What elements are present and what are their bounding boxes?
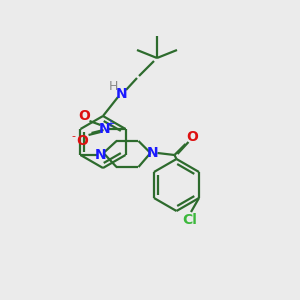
Text: O: O bbox=[76, 134, 88, 148]
Text: N: N bbox=[147, 146, 158, 160]
Text: H: H bbox=[108, 80, 118, 94]
Text: +: + bbox=[106, 119, 115, 129]
Text: O: O bbox=[187, 130, 198, 144]
Text: O: O bbox=[79, 109, 91, 123]
Text: Cl: Cl bbox=[183, 213, 197, 227]
Text: N: N bbox=[116, 87, 128, 101]
Text: N: N bbox=[99, 122, 110, 136]
Text: -: - bbox=[71, 131, 76, 141]
Text: N: N bbox=[95, 148, 106, 162]
